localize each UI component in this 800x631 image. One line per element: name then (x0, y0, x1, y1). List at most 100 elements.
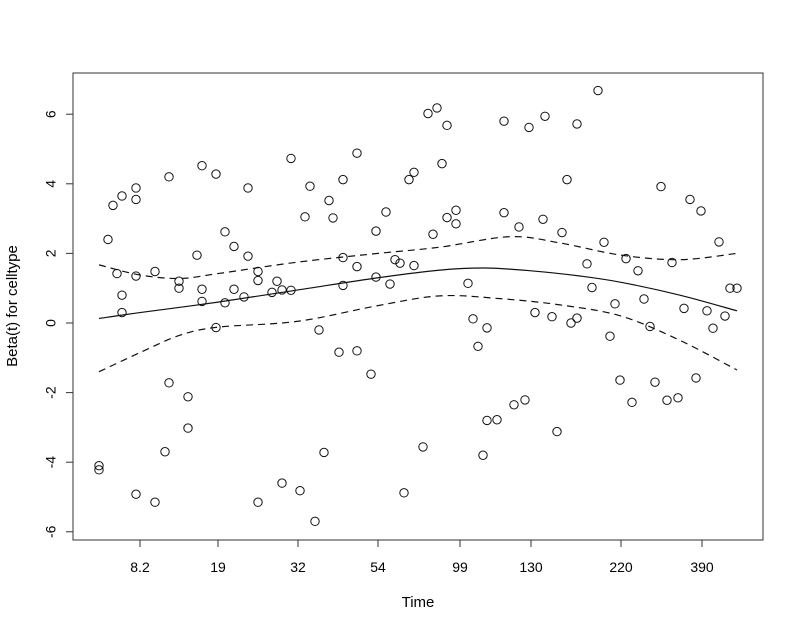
data-point (366, 369, 376, 379)
data-point (229, 284, 239, 294)
data-point (314, 325, 324, 335)
data-point (656, 181, 666, 192)
data-point (627, 397, 637, 408)
data-point (150, 266, 160, 277)
data-point (131, 271, 141, 281)
data-point (131, 489, 141, 499)
data-point (702, 306, 712, 316)
data-point (334, 347, 344, 357)
data-point (725, 283, 735, 293)
data-point (582, 259, 592, 269)
y-tick-label: 6 (43, 110, 59, 118)
y-tick-label: 0 (43, 319, 59, 327)
data-point (714, 237, 724, 247)
y-tick-label: 2 (43, 249, 59, 257)
data-point (547, 312, 557, 322)
data-point (404, 174, 414, 185)
data-point (442, 120, 452, 131)
data-point (451, 205, 461, 215)
data-point (94, 465, 104, 475)
y-tick-label: -6 (43, 525, 59, 538)
data-point (482, 415, 492, 426)
data-point (587, 282, 597, 293)
data-point (468, 314, 478, 324)
data-point (174, 276, 184, 286)
data-point (197, 296, 207, 307)
data-point (708, 323, 718, 333)
data-point (390, 254, 400, 265)
data-point (437, 158, 447, 169)
data-point (103, 234, 113, 245)
data-point (174, 283, 184, 293)
data-point (418, 442, 428, 452)
y-axis: -6 -4 -2 0 2 4 6 (43, 110, 74, 538)
data-point (371, 226, 381, 236)
data-point (352, 346, 362, 356)
data-point (509, 400, 519, 410)
data-point (633, 266, 643, 276)
scatter-points (94, 85, 742, 527)
data-point (679, 303, 689, 314)
confidence-band-line (98, 236, 738, 280)
data-point (442, 212, 452, 223)
data-point (662, 395, 672, 405)
data-point (220, 298, 230, 308)
data-point (352, 261, 362, 272)
data-point (286, 153, 296, 164)
data-point (324, 195, 334, 206)
x-axis-title: Time (402, 594, 435, 611)
data-point (432, 103, 442, 113)
x-tick-label: 390 (690, 559, 714, 575)
data-point (338, 174, 348, 185)
data-point (423, 108, 433, 119)
data-point (566, 318, 576, 328)
data-point (639, 294, 649, 304)
data-point (685, 194, 695, 205)
data-point (530, 307, 540, 318)
confidence-band-line (98, 294, 738, 373)
data-point (538, 214, 548, 224)
data-point (338, 280, 348, 291)
data-point (399, 488, 409, 498)
x-tick-label: 220 (609, 559, 633, 575)
data-point (183, 392, 193, 402)
data-point (499, 116, 509, 126)
data-point (94, 460, 104, 471)
data-point (277, 285, 287, 295)
data-point (381, 207, 391, 217)
data-point (599, 237, 609, 247)
data-point (253, 275, 263, 286)
data-point (150, 497, 160, 507)
x-tick-label: 19 (210, 559, 226, 575)
data-point (117, 191, 127, 201)
data-point (243, 183, 253, 193)
data-point (720, 311, 730, 321)
plot-frame (72, 72, 764, 541)
fit-line (98, 267, 738, 320)
data-point (164, 172, 174, 182)
data-point (277, 478, 287, 488)
x-tick-label: 130 (519, 559, 543, 575)
data-point (645, 321, 655, 332)
data-point (482, 323, 492, 333)
data-point (696, 206, 706, 216)
data-point (117, 290, 127, 300)
y-tick-label: -2 (43, 386, 59, 399)
data-point (524, 122, 534, 133)
data-point (192, 250, 202, 260)
data-point (572, 119, 582, 129)
x-tick-label: 54 (370, 559, 386, 575)
x-tick-label: 99 (452, 559, 468, 575)
data-point (615, 375, 625, 385)
y-axis-title: Beta(t) for celltype (4, 245, 21, 367)
y-tick-label: -4 (43, 456, 59, 469)
data-point (572, 313, 582, 323)
data-point (229, 241, 239, 252)
data-point (499, 207, 509, 218)
data-point (300, 212, 310, 222)
data-point (451, 219, 461, 229)
data-point (552, 426, 562, 437)
x-tick-label: 32 (290, 559, 306, 575)
data-point (610, 299, 620, 309)
data-point (328, 213, 338, 223)
